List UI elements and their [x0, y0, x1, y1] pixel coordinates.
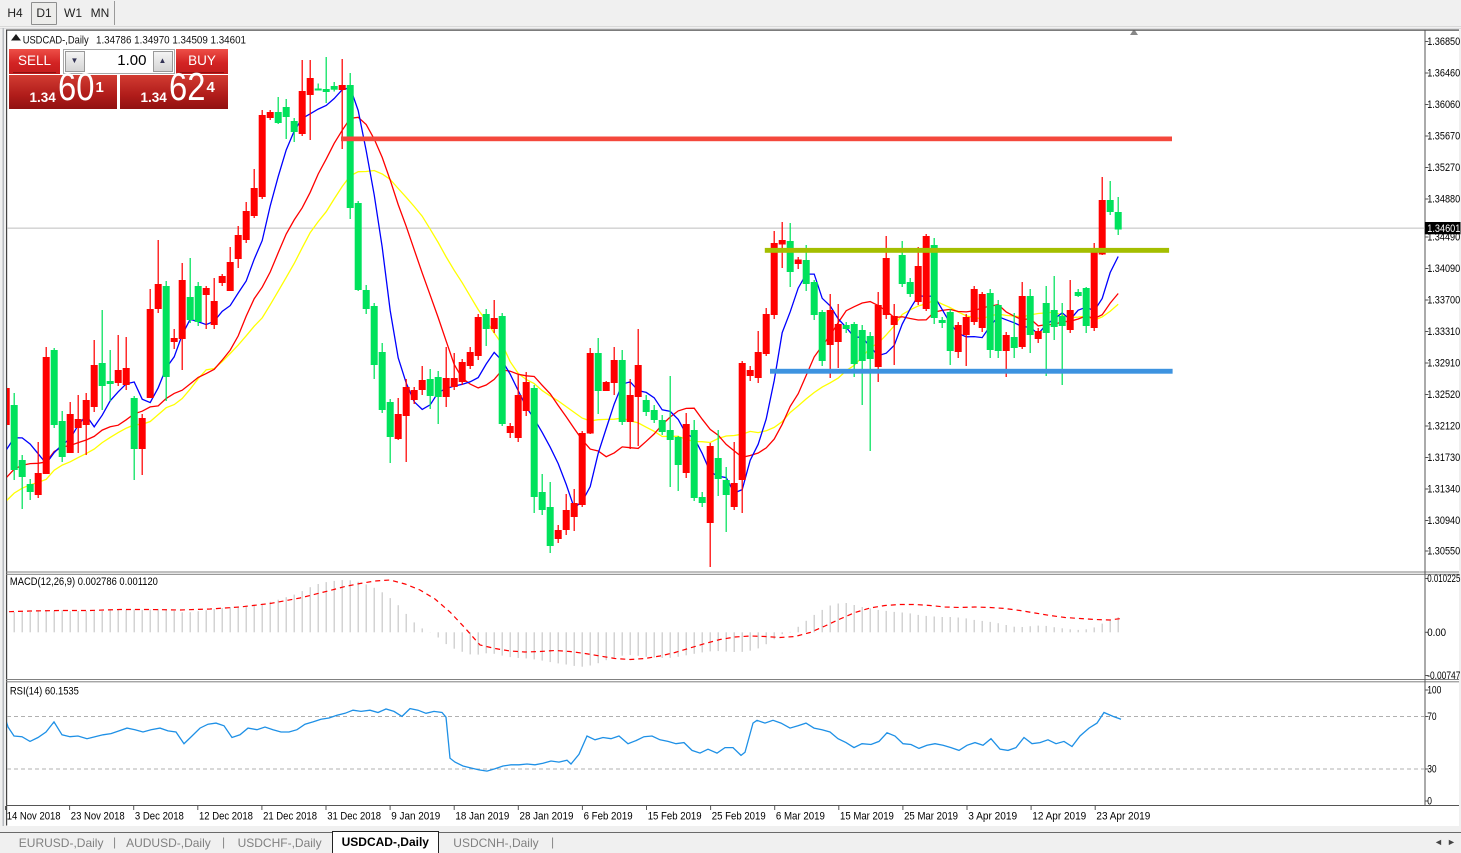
svg-text:23 Nov 2018: 23 Nov 2018: [71, 811, 125, 823]
svg-text:21 Dec 2018: 21 Dec 2018: [263, 811, 317, 823]
svg-text:3 Dec 2018: 3 Dec 2018: [135, 811, 184, 823]
svg-text:100: 100: [1427, 685, 1441, 697]
svg-text:30: 30: [1427, 764, 1436, 776]
svg-text:1.33310: 1.33310: [1427, 326, 1460, 338]
svg-text:1.30550: 1.30550: [1427, 546, 1460, 558]
svg-text:1.31730: 1.31730: [1427, 452, 1460, 464]
svg-text:RSI(14) 60.1535: RSI(14) 60.1535: [10, 686, 79, 698]
svg-text:15 Mar 2019: 15 Mar 2019: [840, 811, 894, 823]
svg-text:12 Apr 2019: 12 Apr 2019: [1032, 811, 1086, 823]
svg-text:-0.00747: -0.00747: [1427, 670, 1460, 682]
svg-text:1.34090: 1.34090: [1427, 263, 1460, 275]
svg-text:70: 70: [1427, 711, 1436, 723]
svg-text:3 Apr 2019: 3 Apr 2019: [968, 811, 1017, 823]
svg-text:1.33700: 1.33700: [1427, 295, 1460, 307]
svg-text:25 Feb 2019: 25 Feb 2019: [712, 811, 766, 823]
svg-text:1.34601: 1.34601: [1427, 223, 1460, 235]
svg-text:1.30940: 1.30940: [1427, 515, 1460, 527]
svg-text:0: 0: [1427, 796, 1432, 808]
svg-text:1.35270: 1.35270: [1427, 162, 1460, 174]
svg-text:23 Apr 2019: 23 Apr 2019: [1096, 811, 1150, 823]
svg-text:31 Dec 2018: 31 Dec 2018: [327, 811, 381, 823]
svg-text:MACD(12,26,9) 0.002786 0.00112: MACD(12,26,9) 0.002786 0.001120: [10, 576, 158, 588]
svg-text:1.32120: 1.32120: [1427, 421, 1460, 433]
svg-text:1.32910: 1.32910: [1427, 358, 1460, 370]
svg-text:USDCAD-,Daily: USDCAD-,Daily: [23, 35, 89, 47]
svg-text:9 Jan 2019: 9 Jan 2019: [391, 811, 440, 823]
svg-text:1.36460: 1.36460: [1427, 68, 1460, 80]
svg-text:15 Feb 2019: 15 Feb 2019: [648, 811, 702, 823]
svg-text:1.35670: 1.35670: [1427, 131, 1460, 143]
svg-text:25 Mar 2019: 25 Mar 2019: [904, 811, 958, 823]
svg-text:1.34880: 1.34880: [1427, 194, 1460, 206]
svg-text:6 Mar 2019: 6 Mar 2019: [776, 811, 825, 823]
svg-text:12 Dec 2018: 12 Dec 2018: [199, 811, 253, 823]
svg-text:14 Nov 2018: 14 Nov 2018: [7, 811, 61, 823]
svg-text:28 Jan 2019: 28 Jan 2019: [520, 811, 574, 823]
svg-text:1.36850: 1.36850: [1427, 36, 1460, 48]
svg-text:1.36060: 1.36060: [1427, 99, 1460, 111]
svg-text:0.00: 0.00: [1427, 627, 1446, 639]
svg-text:18 Jan 2019: 18 Jan 2019: [455, 811, 509, 823]
svg-text:1.31340: 1.31340: [1427, 484, 1460, 496]
svg-text:6 Feb 2019: 6 Feb 2019: [584, 811, 633, 823]
svg-text:0.010225: 0.010225: [1427, 573, 1460, 585]
svg-text:1.34490: 1.34490: [1427, 232, 1460, 244]
svg-text:1.32520: 1.32520: [1427, 389, 1460, 401]
svg-text:1.34786 1.34970 1.34509 1.3460: 1.34786 1.34970 1.34509 1.34601: [96, 35, 246, 47]
